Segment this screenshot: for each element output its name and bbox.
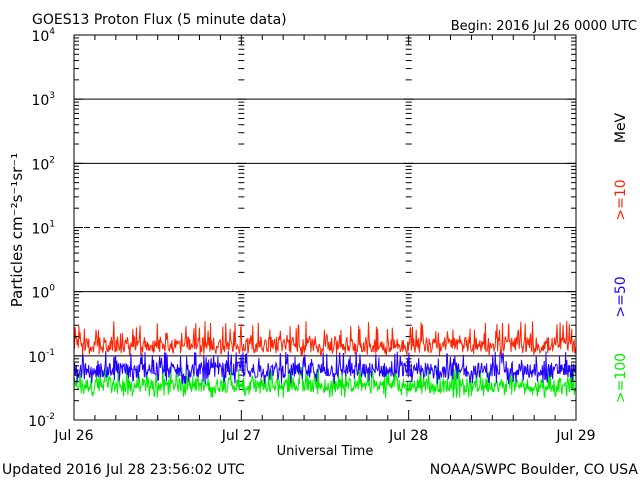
y-tick-label: 10-2 xyxy=(28,412,55,430)
x-tick-label: Jul 26 xyxy=(53,428,93,444)
x-tick-label: Jul 29 xyxy=(555,428,595,444)
source-credit: NOAA/SWPC Boulder, CO USA xyxy=(430,462,639,478)
legend-entry: >=10 xyxy=(613,179,629,220)
series-line xyxy=(73,349,577,385)
legend: >=10 >=50 >=100 xyxy=(613,179,629,403)
x-axis-ticks: Jul 26 Jul 27 Jul 28 Jul 29 xyxy=(53,35,596,444)
y-tick-label: 103 xyxy=(31,91,55,109)
plot-grid xyxy=(74,37,576,421)
chart-title: GOES13 Proton Flux (5 minute data) xyxy=(32,12,287,28)
updated-timestamp: Updated 2016 Jul 28 23:56:02 UTC xyxy=(2,462,245,478)
y-tick-label: 102 xyxy=(31,155,55,173)
series-line xyxy=(73,365,577,399)
legend-entry: >=50 xyxy=(613,276,629,317)
legend-entry: >=100 xyxy=(613,353,629,403)
x-axis-label: Universal Time xyxy=(277,444,374,459)
y-tick-label: 104 xyxy=(31,27,55,45)
series-line xyxy=(73,320,577,357)
y-axis-label: Particles cm⁻²s⁻¹sr⁻¹ xyxy=(8,153,26,307)
y-tick-label: 100 xyxy=(31,284,55,302)
y-axis-ticks: 104 103 102 101 100 10-1 10-2 xyxy=(28,27,576,430)
x-tick-label: Jul 27 xyxy=(221,428,261,444)
y-tick-label: 10-1 xyxy=(28,348,55,366)
y-tick-label: 101 xyxy=(31,220,55,238)
legend-unit-label: MeV xyxy=(613,112,629,143)
x-tick-label: Jul 28 xyxy=(388,428,428,444)
begin-label: Begin: 2016 Jul 26 0000 UTC xyxy=(451,19,637,34)
data-series xyxy=(73,320,577,399)
